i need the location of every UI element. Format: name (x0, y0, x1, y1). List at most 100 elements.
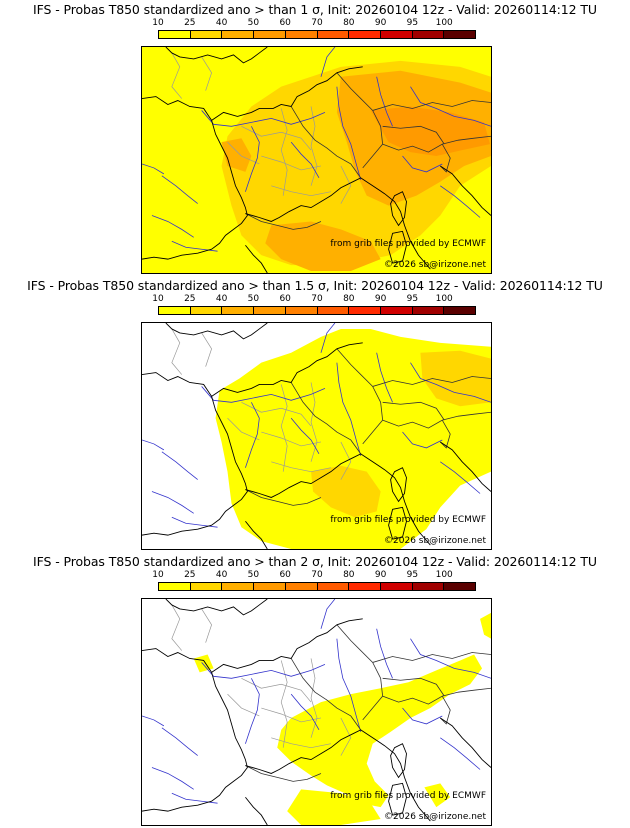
coastline (165, 323, 268, 340)
colorbar-swatches (158, 30, 476, 39)
colorbar-swatch (317, 307, 350, 314)
colorbar-tick-label: 100 (435, 294, 453, 304)
colorbar-tick-label: 80 (343, 18, 355, 28)
colorbar-swatch (380, 31, 413, 38)
coastline (245, 244, 268, 273)
colorbar-swatch (380, 583, 413, 590)
coastline (245, 520, 268, 549)
colorbar-tick-label: 95 (406, 570, 419, 580)
colorbar-swatch (190, 31, 223, 38)
colorbar-tick-label: 10 (152, 294, 164, 304)
river (440, 185, 481, 218)
colorbar-swatch (444, 307, 476, 314)
probability-map-svg (142, 47, 491, 273)
river (161, 727, 198, 756)
region-border (201, 56, 212, 91)
probability-area (277, 654, 483, 808)
colorbar-swatch (349, 307, 381, 314)
coastline (142, 618, 363, 673)
colorbar-swatch (190, 307, 223, 314)
river (142, 163, 165, 175)
map-panel: IFS - Probas T850 standardized ano > tha… (0, 0, 630, 276)
source-credit: from grib files provided by ECMWF (330, 515, 486, 525)
region-border (201, 608, 212, 643)
coastline (245, 729, 431, 822)
country-border (382, 677, 445, 697)
region-border (171, 604, 183, 651)
colorbar-swatch (254, 307, 286, 314)
coastline (245, 453, 431, 546)
coastline (142, 66, 363, 121)
panel-title: IFS - Probas T850 standardized ano > tha… (33, 2, 597, 17)
river (142, 439, 165, 451)
colorbar-labels: 10 25 40 50 60 70 80 90 95 100 (152, 570, 476, 581)
country-border (382, 401, 445, 421)
colorbar-tick-label: 70 (311, 294, 323, 304)
colorbar-labels: 10 25 40 50 60 70 80 90 95 100 (152, 18, 476, 29)
colorbar-tick-label: 40 (215, 18, 228, 28)
country-border (290, 382, 362, 455)
coastline (440, 717, 491, 768)
river (201, 662, 326, 679)
region-border (310, 106, 318, 186)
country-border (372, 376, 491, 387)
colorbar-tick-label: 60 (279, 18, 291, 28)
colorbar-tick-label: 25 (184, 294, 196, 304)
river (151, 767, 194, 790)
source-credit: from grib files provided by ECMWF (330, 791, 486, 801)
region-border (271, 185, 331, 197)
copyright-credit: ©2026 sb@irizone.net (384, 536, 486, 546)
probability-map-svg (142, 323, 491, 549)
country-border (245, 489, 322, 506)
coastline (440, 165, 491, 216)
river (410, 638, 491, 679)
colorbar-tick-label: 95 (406, 294, 419, 304)
colorbar-swatch (285, 583, 318, 590)
region-border (227, 141, 260, 165)
river (336, 86, 362, 180)
coastline (142, 120, 248, 260)
copyright-credit: ©2026 sb@irizone.net (384, 260, 486, 270)
river (290, 141, 320, 179)
colorbar-tick-label: 25 (184, 18, 196, 28)
colorbar-swatch (349, 583, 381, 590)
colorbar-swatch (317, 583, 350, 590)
colorbar-tick-label: 90 (374, 18, 387, 28)
country-border (440, 419, 451, 449)
river (402, 155, 443, 173)
country-border (382, 125, 445, 145)
panel-title: IFS - Probas T850 standardized ano > tha… (27, 278, 603, 293)
country-border (336, 624, 384, 721)
colorbar-tick-label: 80 (343, 570, 355, 580)
colorbar-tick-label: 100 (435, 570, 453, 580)
river (290, 693, 320, 731)
river (245, 678, 260, 744)
colorbar-tick-label: 80 (343, 294, 355, 304)
colorbar-tick-label: 50 (247, 294, 260, 304)
region-border (227, 417, 260, 441)
colorbar: 10 25 40 50 60 70 80 90 95 100 (152, 294, 476, 318)
river (402, 431, 443, 449)
colorbar-tick-label: 25 (184, 570, 196, 580)
colorbar-swatch (190, 583, 223, 590)
colorbar-tick-label: 70 (311, 570, 323, 580)
river (376, 352, 393, 403)
colorbar-swatch (444, 583, 476, 590)
colorbar-tick-label: 10 (152, 18, 164, 28)
colorbar-swatch (285, 31, 318, 38)
colorbar-swatches (158, 306, 476, 315)
region-border (171, 328, 183, 375)
colorbar-swatch (285, 307, 318, 314)
colorbar-tick-label: 95 (406, 18, 419, 28)
river (320, 47, 336, 77)
colorbar-tick-label: 10 (152, 570, 164, 580)
river (245, 126, 260, 192)
colorbar-swatch (349, 31, 381, 38)
colorbar-swatch (159, 307, 191, 314)
river (320, 323, 336, 353)
river (410, 86, 491, 127)
river (161, 451, 198, 480)
river (151, 215, 194, 238)
country-border (382, 135, 491, 153)
colorbar-swatch (222, 583, 255, 590)
